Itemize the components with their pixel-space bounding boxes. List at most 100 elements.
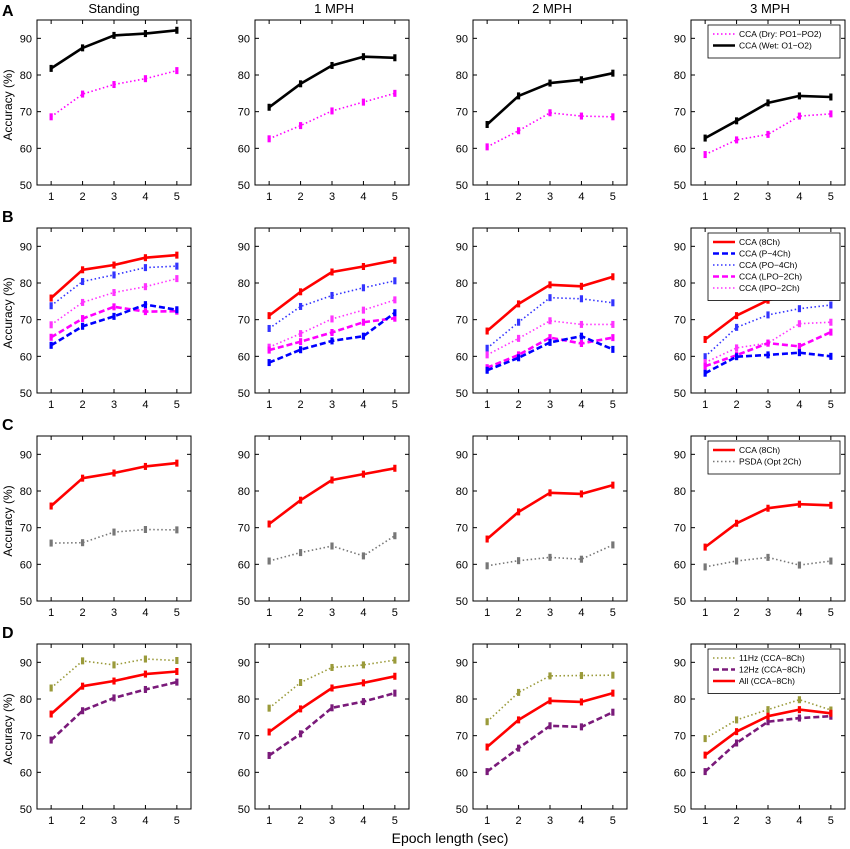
x-tick-label: 4	[360, 815, 366, 827]
y-tick-label: 90	[674, 657, 686, 669]
x-tick-label: 5	[174, 607, 180, 619]
y-tick-label: 70	[456, 523, 468, 535]
x-tick-label: 4	[796, 399, 802, 411]
column-title: 2 MPH	[532, 1, 572, 16]
y-tick-label: 60	[238, 767, 250, 779]
y-tick-label: 70	[674, 523, 686, 535]
y-tick-label: 60	[20, 559, 32, 571]
y-tick-label: 50	[456, 388, 468, 400]
y-tick-label: 90	[20, 657, 32, 669]
y-tick-label: 80	[674, 278, 686, 290]
y-tick-label: 90	[238, 449, 250, 461]
legend-label-f11: 11Hz (CCA−8Ch)	[739, 653, 805, 663]
y-tick-label: 50	[20, 388, 32, 400]
y-tick-label: 60	[238, 559, 250, 571]
x-tick-label: 2	[516, 815, 522, 827]
y-tick-label: 50	[456, 180, 468, 192]
x-tick-label: 2	[80, 815, 86, 827]
y-tick-label: 60	[20, 351, 32, 363]
y-tick-label: 90	[20, 449, 32, 461]
y-tick-label: 50	[456, 804, 468, 816]
legend-box	[707, 440, 841, 475]
x-tick-label: 1	[266, 191, 272, 203]
y-tick-label: 60	[456, 143, 468, 155]
column-title: 1 MPH	[314, 1, 354, 16]
x-tick-label: 2	[298, 607, 304, 619]
x-tick-label: 3	[547, 607, 553, 619]
row-letter-d: D	[2, 625, 14, 642]
legend-label-cca8: CCA (8Ch)	[739, 445, 780, 455]
legend-label-cca8: All (CCA−8Ch)	[739, 676, 795, 686]
x-tick-label: 4	[360, 191, 366, 203]
x-tick-label: 3	[329, 815, 335, 827]
x-tick-label: 1	[48, 399, 54, 411]
x-tick-label: 4	[360, 607, 366, 619]
x-tick-label: 1	[702, 607, 708, 619]
series-line-f11	[486, 674, 613, 723]
x-tick-label: 2	[80, 399, 86, 411]
legend-label-po4: CCA (PO−4Ch)	[739, 260, 798, 270]
y-tick-label: 70	[456, 107, 468, 119]
plot-frame	[36, 643, 192, 810]
panel-d-2: 50 60 70 80 90 1 2 3 4 5	[238, 643, 410, 827]
x-tick-label: 5	[828, 607, 834, 619]
legend-label-psda: PSDA (Opt 2Ch)	[739, 457, 802, 467]
y-tick-label: 60	[674, 351, 686, 363]
x-tick-label: 5	[610, 815, 616, 827]
y-tick-label: 50	[238, 388, 250, 400]
panel-c-2: 50 60 70 80 90 1 2 3 4 5	[238, 435, 410, 619]
x-tick-label: 5	[174, 815, 180, 827]
x-tick-label: 1	[48, 191, 54, 203]
panel-a-2: 50 60 70 80 90 1 2 3 4 5	[238, 19, 410, 203]
x-tick-label: 2	[734, 399, 740, 411]
y-tick-label: 70	[238, 523, 250, 535]
x-tick-label: 2	[298, 815, 304, 827]
x-tick-label: 3	[111, 815, 117, 827]
x-tick-label: 3	[329, 399, 335, 411]
y-tick-label: 50	[20, 596, 32, 608]
y-tick-label: 50	[20, 804, 32, 816]
y-tick-label: 70	[20, 523, 32, 535]
x-axis-label: Epoch length (sec)	[392, 830, 509, 846]
y-tick-label: 80	[456, 278, 468, 290]
y-tick-label: 70	[238, 107, 250, 119]
y-tick-label: 70	[674, 107, 686, 119]
panel-c-1: 50 60 70 80 90 1 2 3 4 5	[20, 435, 192, 619]
y-tick-label: 80	[674, 486, 686, 498]
plot-frame	[254, 435, 410, 602]
legend-label-lpo2: CCA (LPO−2Ch)	[739, 272, 802, 282]
legend-label-f12: 12Hz (CCA−8Ch)	[739, 665, 806, 675]
x-tick-label: 3	[329, 191, 335, 203]
x-tick-label: 5	[610, 191, 616, 203]
x-tick-label: 2	[80, 191, 86, 203]
x-tick-label: 4	[578, 815, 584, 827]
y-tick-label: 80	[20, 694, 32, 706]
x-tick-label: 3	[547, 399, 553, 411]
x-tick-label: 1	[484, 399, 490, 411]
x-tick-label: 2	[516, 607, 522, 619]
legend: CCA (8Ch) PSDA (Opt 2Ch)	[707, 440, 841, 475]
x-tick-label: 5	[828, 191, 834, 203]
x-tick-label: 2	[516, 399, 522, 411]
panel-b-3: 50 60 70 80 90 1 2 3 4 5	[456, 227, 628, 411]
series-line-f12	[704, 714, 831, 773]
row-letters: A B C D	[2, 3, 14, 642]
panels: 50 60 70 80 90 1 2 3 4 5 50 60 70 80 90 1 2 3 4 5 50 60 70 80 90…	[20, 19, 846, 827]
x-tick-label: 1	[48, 815, 54, 827]
legend-label-ipo2: CCA (IPO−2Ch)	[739, 283, 800, 293]
x-tick-label: 2	[734, 815, 740, 827]
legend-label-cca8: CCA (8Ch)	[739, 237, 780, 247]
y-tick-label: 80	[674, 694, 686, 706]
y-tick-label: 90	[456, 657, 468, 669]
x-tick-label: 3	[765, 815, 771, 827]
y-tick-label: 50	[20, 180, 32, 192]
y-tick-label: 50	[674, 180, 686, 192]
y-tick-label: 70	[456, 731, 468, 743]
x-tick-label: 1	[266, 399, 272, 411]
x-tick-label: 5	[392, 607, 398, 619]
y-tick-label: 50	[456, 596, 468, 608]
x-tick-label: 4	[360, 399, 366, 411]
y-tick-label: 80	[674, 70, 686, 82]
column-title: Standing	[88, 1, 139, 16]
x-tick-label: 5	[174, 191, 180, 203]
